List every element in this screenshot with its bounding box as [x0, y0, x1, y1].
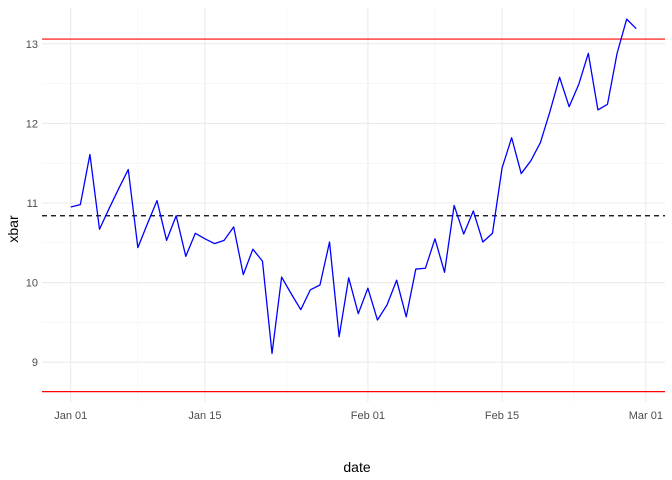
x-tick-label: Feb 15 [485, 410, 519, 422]
reference-lines [42, 38, 665, 393]
major-gridlines [42, 8, 665, 402]
y-tick-label: 9 [32, 357, 38, 369]
y-axis-title: xbar [5, 215, 21, 243]
minor-gridlines [42, 8, 665, 402]
y-axis-ticks: 9 10 11 12 13 [26, 39, 38, 369]
x-tick-label: Jan 15 [188, 410, 221, 422]
x-tick-label: Mar 01 [629, 410, 663, 422]
x-axis-ticks: Jan 01 Jan 15 Feb 01 Feb 15 Mar 01 [54, 410, 663, 422]
x-tick-label: Feb 01 [351, 410, 385, 422]
x-axis-title: date [343, 459, 370, 475]
y-tick-label: 10 [26, 278, 38, 290]
xbar-series-line [70, 18, 637, 355]
y-tick-label: 12 [26, 118, 38, 130]
y-tick-label: 11 [27, 198, 38, 210]
x-tick-label: Jan 01 [54, 410, 87, 422]
y-tick-label: 13 [26, 39, 38, 51]
series-lines [70, 18, 637, 355]
